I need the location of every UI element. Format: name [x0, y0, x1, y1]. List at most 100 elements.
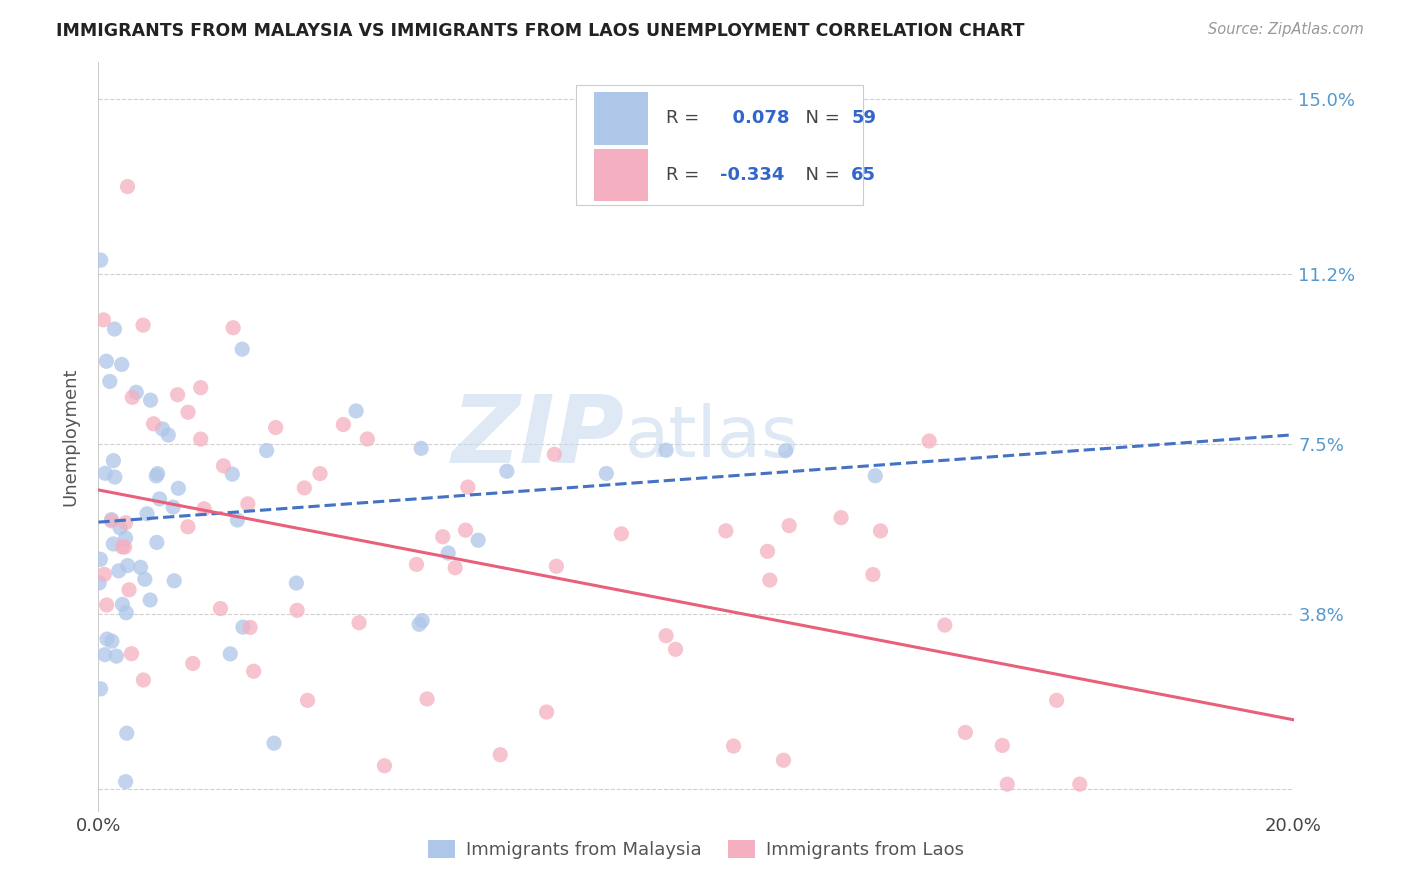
Point	[96, 598, 118, 612]
Point	[454, 523, 477, 537]
Point	[103, 453, 125, 467]
Point	[778, 518, 800, 533]
Point	[96, 354, 118, 368]
Point	[536, 705, 558, 719]
Point	[408, 617, 430, 632]
FancyBboxPatch shape	[595, 149, 648, 201]
Point	[90, 681, 112, 696]
Point	[756, 544, 779, 558]
Point	[655, 443, 678, 458]
Text: 0.078: 0.078	[720, 110, 789, 128]
Text: N =: N =	[794, 110, 845, 128]
Point	[98, 375, 121, 389]
Point	[239, 620, 262, 634]
Point	[103, 322, 125, 336]
Point	[146, 467, 169, 481]
Point	[411, 614, 433, 628]
Point	[242, 664, 264, 678]
Point	[94, 467, 117, 481]
Point	[595, 467, 617, 481]
Point	[432, 530, 454, 544]
Point	[723, 739, 745, 753]
Point	[163, 574, 186, 588]
Point	[344, 404, 367, 418]
Point	[148, 491, 170, 506]
Point	[121, 390, 143, 404]
Point	[236, 497, 259, 511]
Point	[918, 434, 941, 448]
Point	[995, 777, 1018, 791]
Point	[222, 320, 245, 334]
Point	[101, 634, 124, 648]
Point	[285, 576, 308, 591]
FancyBboxPatch shape	[595, 92, 648, 145]
Point	[105, 649, 128, 664]
Point	[256, 443, 278, 458]
Point	[146, 535, 169, 549]
Point	[546, 559, 568, 574]
Point	[134, 572, 156, 586]
Text: ZIP: ZIP	[451, 391, 624, 483]
Point	[759, 573, 782, 587]
Point	[142, 417, 165, 431]
Point	[714, 524, 737, 538]
Legend: Immigrants from Malaysia, Immigrants from Laos: Immigrants from Malaysia, Immigrants fro…	[416, 829, 976, 870]
Point	[167, 481, 190, 495]
Point	[139, 593, 162, 607]
Point	[111, 358, 134, 372]
Point	[114, 540, 136, 554]
Y-axis label: Unemployment: Unemployment	[62, 368, 80, 507]
Point	[139, 393, 162, 408]
Point	[114, 516, 136, 530]
Point	[108, 521, 131, 535]
Point	[221, 467, 243, 482]
Point	[177, 405, 200, 419]
Point	[1046, 693, 1069, 707]
Text: atlas: atlas	[624, 402, 799, 472]
Point	[934, 618, 956, 632]
Point	[467, 533, 489, 548]
Point	[89, 576, 111, 591]
Point	[664, 642, 686, 657]
Point	[457, 480, 479, 494]
Point	[162, 500, 184, 514]
Point	[495, 464, 517, 478]
Point	[865, 468, 887, 483]
Point	[89, 552, 111, 566]
Point	[136, 507, 159, 521]
Point	[356, 432, 378, 446]
Point	[955, 725, 977, 739]
Text: 59: 59	[852, 110, 876, 128]
Point	[411, 442, 433, 456]
Point	[212, 458, 235, 473]
Point	[869, 524, 891, 538]
Point	[115, 726, 138, 740]
Point	[347, 615, 370, 630]
Point	[209, 601, 232, 615]
Point	[655, 629, 678, 643]
Point	[111, 598, 134, 612]
Text: R =: R =	[666, 110, 704, 128]
Point	[437, 546, 460, 560]
Point	[90, 253, 112, 268]
Point	[193, 501, 215, 516]
Point	[190, 432, 212, 446]
Point	[114, 531, 136, 545]
Point	[772, 753, 794, 767]
Point	[181, 657, 204, 671]
Point	[292, 481, 315, 495]
Point	[93, 567, 115, 582]
Point	[103, 537, 125, 551]
Point	[373, 758, 395, 772]
Point	[190, 381, 212, 395]
Point	[157, 428, 180, 442]
Point	[100, 514, 122, 528]
Text: -0.334: -0.334	[720, 166, 785, 184]
Text: N =: N =	[794, 166, 845, 184]
Text: IMMIGRANTS FROM MALAYSIA VS IMMIGRANTS FROM LAOS UNEMPLOYMENT CORRELATION CHART: IMMIGRANTS FROM MALAYSIA VS IMMIGRANTS F…	[56, 22, 1025, 40]
Point	[226, 513, 249, 527]
Point	[93, 313, 115, 327]
Point	[610, 526, 633, 541]
Point	[111, 540, 134, 554]
Point	[100, 513, 122, 527]
